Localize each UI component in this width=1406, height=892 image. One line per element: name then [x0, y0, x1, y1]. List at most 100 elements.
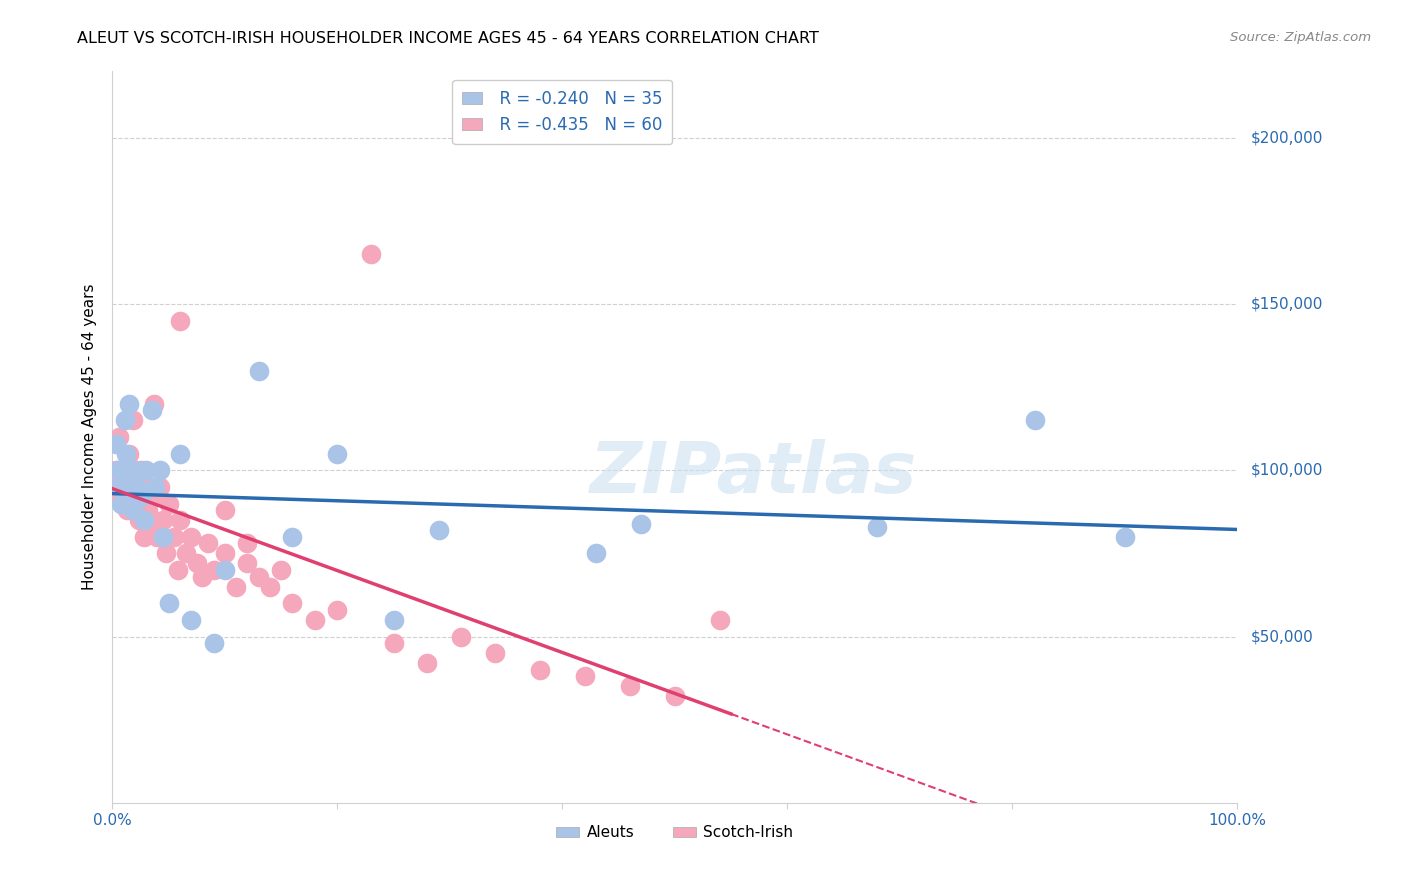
Point: [124, 463, 146, 477]
Point: [236, 536, 259, 550]
Point: [143, 490, 166, 504]
Point: [121, 503, 143, 517]
Point: [141, 403, 163, 417]
Text: $50,000: $50,000: [1251, 629, 1315, 644]
Point: [110, 490, 132, 504]
Point: [382, 636, 405, 650]
Point: [416, 656, 439, 670]
Text: ALEUT VS SCOTCH-IRISH HOUSEHOLDER INCOME AGES 45 - 64 YEARS CORRELATION CHART: ALEUT VS SCOTCH-IRISH HOUSEHOLDER INCOME…: [77, 31, 820, 46]
Point: [202, 563, 225, 577]
Point: [529, 663, 551, 677]
Point: [709, 613, 731, 627]
Point: [180, 530, 202, 544]
Point: [225, 580, 247, 594]
Point: [110, 497, 132, 511]
Point: [214, 546, 236, 560]
Point: [304, 613, 326, 627]
Point: [574, 669, 596, 683]
Point: [450, 630, 472, 644]
Point: [157, 497, 180, 511]
Point: [169, 314, 191, 328]
Point: [111, 470, 134, 484]
Point: [107, 480, 129, 494]
Point: [138, 480, 160, 494]
Point: [128, 513, 150, 527]
Point: [118, 397, 141, 411]
Text: $200,000: $200,000: [1251, 130, 1323, 145]
Legend: Aleuts, Scotch-Irish: Aleuts, Scotch-Irish: [550, 819, 800, 847]
Point: [866, 520, 889, 534]
Point: [120, 490, 142, 504]
Point: [270, 563, 292, 577]
Point: [1024, 413, 1046, 427]
Point: [664, 690, 686, 704]
Point: [281, 530, 304, 544]
Point: [152, 513, 174, 527]
Point: [157, 596, 180, 610]
Point: [115, 490, 138, 504]
Point: [180, 613, 202, 627]
Point: [121, 413, 143, 427]
Point: [135, 463, 157, 477]
Point: [122, 503, 145, 517]
Point: [149, 463, 172, 477]
Point: [214, 563, 236, 577]
Point: [115, 447, 138, 461]
Point: [143, 397, 166, 411]
Point: [197, 536, 219, 550]
Point: [247, 363, 270, 377]
Text: $100,000: $100,000: [1251, 463, 1323, 478]
Point: [135, 490, 157, 504]
Point: [169, 447, 191, 461]
Text: ZIPatlas: ZIPatlas: [591, 439, 917, 508]
Point: [127, 480, 149, 494]
Point: [141, 513, 163, 527]
Point: [143, 480, 166, 494]
Point: [129, 463, 152, 477]
Point: [112, 463, 135, 477]
Point: [259, 580, 281, 594]
Point: [118, 447, 141, 461]
Point: [152, 530, 174, 544]
Point: [174, 546, 197, 560]
Point: [155, 546, 177, 560]
Point: [127, 480, 149, 494]
Point: [191, 570, 214, 584]
Point: [1114, 530, 1136, 544]
Point: [104, 463, 127, 477]
Point: [630, 516, 652, 531]
Point: [186, 557, 208, 571]
Point: [619, 680, 641, 694]
Point: [169, 513, 191, 527]
Point: [484, 646, 506, 660]
Point: [129, 490, 152, 504]
Y-axis label: Householder Income Ages 45 - 64 years: Householder Income Ages 45 - 64 years: [82, 284, 97, 591]
Point: [108, 430, 131, 444]
Point: [132, 513, 155, 527]
Point: [163, 530, 186, 544]
Point: [104, 436, 127, 450]
Point: [149, 480, 172, 494]
Point: [120, 480, 142, 494]
Point: [202, 636, 225, 650]
Text: Source: ZipAtlas.com: Source: ZipAtlas.com: [1230, 31, 1371, 45]
Point: [326, 603, 349, 617]
Point: [124, 463, 146, 477]
Point: [132, 530, 155, 544]
Point: [585, 546, 607, 560]
Point: [138, 503, 160, 517]
Point: [108, 480, 131, 494]
Point: [236, 557, 259, 571]
Point: [281, 596, 304, 610]
Point: [326, 447, 349, 461]
Point: [112, 463, 135, 477]
Point: [247, 570, 270, 584]
Point: [214, 503, 236, 517]
Point: [115, 480, 138, 494]
Point: [382, 613, 405, 627]
Point: [114, 413, 136, 427]
Point: [427, 523, 450, 537]
Point: [146, 530, 169, 544]
Point: [107, 463, 129, 477]
Point: [360, 247, 382, 261]
